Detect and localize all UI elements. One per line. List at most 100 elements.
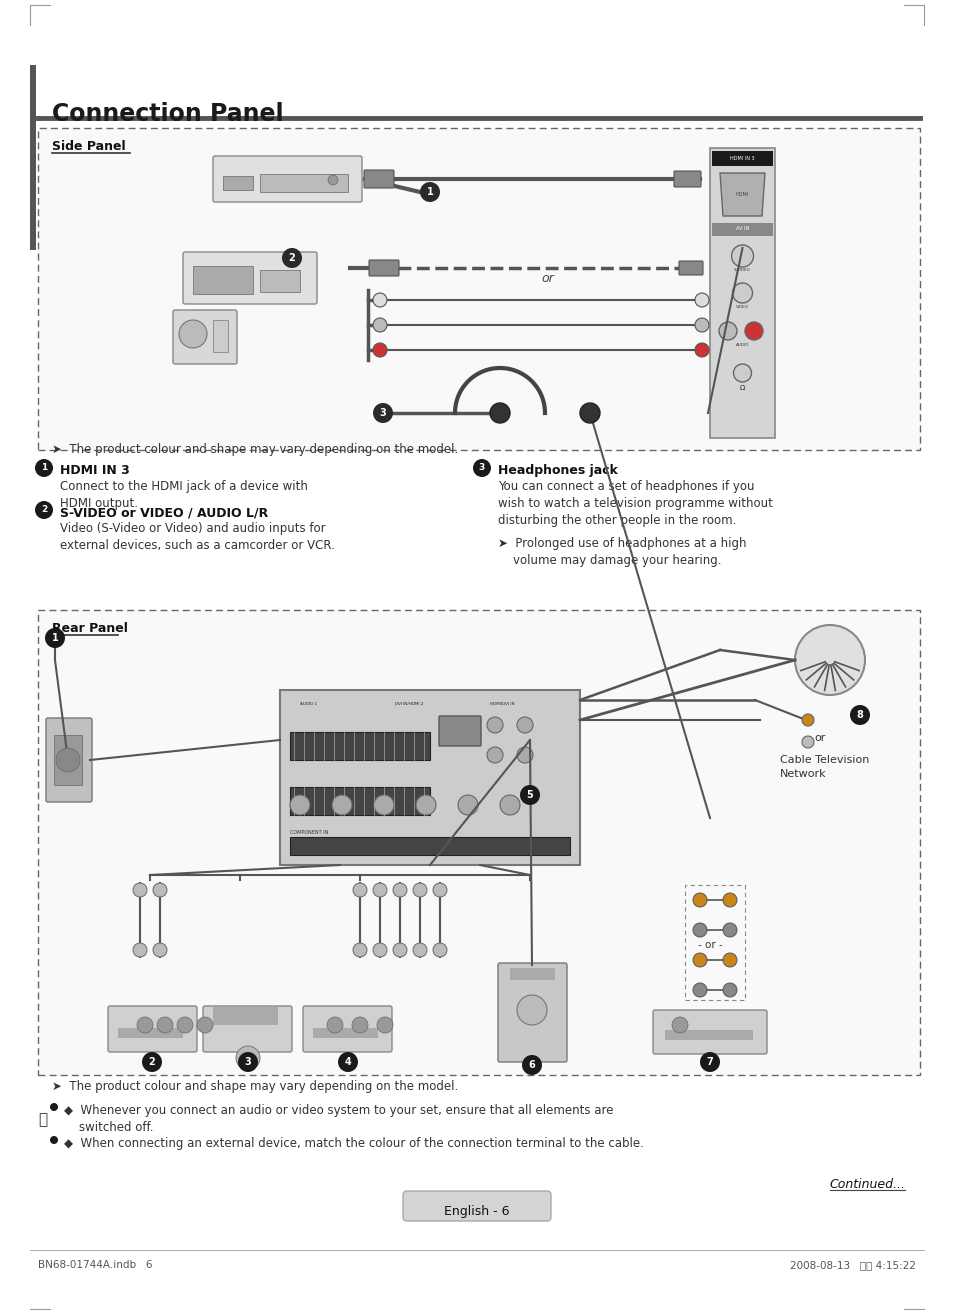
Text: You can connect a set of headphones if you
wish to watch a television programme : You can connect a set of headphones if y… [497,480,772,527]
Circle shape [457,795,477,815]
Circle shape [35,501,53,519]
FancyBboxPatch shape [673,171,700,187]
Text: S-VIDEO: S-VIDEO [733,268,750,272]
Circle shape [722,983,737,997]
Circle shape [393,883,407,897]
Text: Side Panel: Side Panel [52,141,126,152]
Circle shape [744,322,762,340]
FancyBboxPatch shape [497,963,566,1062]
Bar [260,269,299,292]
Circle shape [517,746,533,763]
Circle shape [353,883,367,897]
FancyBboxPatch shape [172,310,236,364]
Circle shape [731,244,753,267]
Circle shape [490,403,510,423]
Circle shape [353,943,367,957]
Bar [118,1028,183,1038]
Bar [280,690,579,865]
Text: English - 6: English - 6 [444,1205,509,1218]
Text: Continued...: Continued... [828,1177,904,1190]
Text: HDMI: HDMI [735,192,748,197]
Circle shape [328,175,337,185]
Text: - or -: - or - [697,940,721,950]
Text: Headphones jack: Headphones jack [497,464,618,477]
Circle shape [801,714,813,727]
Circle shape [499,795,519,815]
Text: ◆  Whenever you connect an audio or video system to your set, ensure that all el: ◆ Whenever you connect an audio or video… [64,1104,613,1134]
Text: 7: 7 [706,1056,713,1067]
Text: VIDEO: VIDEO [735,305,748,309]
Circle shape [692,953,706,967]
Circle shape [732,283,752,304]
Circle shape [177,1017,193,1033]
Circle shape [352,1017,368,1033]
Circle shape [56,748,80,773]
Text: Rear Panel: Rear Panel [52,622,128,635]
Circle shape [579,403,599,423]
FancyBboxPatch shape [679,261,702,275]
Bar [510,968,555,980]
Text: DVI IN/HDMI 2: DVI IN/HDMI 2 [395,702,423,706]
Text: BN68-01744A.indb   6: BN68-01744A.indb 6 [38,1260,152,1271]
FancyBboxPatch shape [46,717,91,802]
Circle shape [282,248,302,268]
Circle shape [473,459,491,477]
Bar [313,1028,377,1038]
Circle shape [373,318,387,332]
Circle shape [517,717,533,733]
Text: ➤  The product colour and shape may vary depending on the model.: ➤ The product colour and shape may vary … [52,1080,457,1093]
Circle shape [132,883,147,897]
Text: Cable Television: Cable Television [780,756,868,765]
Circle shape [722,922,737,937]
Circle shape [376,1017,393,1033]
Text: 8: 8 [856,710,862,720]
Bar [711,151,772,166]
Circle shape [373,943,387,957]
Bar [711,223,772,237]
FancyBboxPatch shape [203,1007,292,1053]
Text: 2: 2 [41,506,47,515]
Circle shape [695,343,708,357]
Text: 1: 1 [426,187,433,197]
Text: 1: 1 [51,633,58,643]
Circle shape [196,1017,213,1033]
Circle shape [794,625,864,695]
Text: 3: 3 [379,409,386,418]
Circle shape [433,943,447,957]
Circle shape [719,322,737,340]
Text: 4: 4 [344,1056,351,1067]
Circle shape [413,883,427,897]
Bar [290,732,430,759]
Circle shape [235,1046,260,1070]
Text: 2008-08-13   오후 4:15:22: 2008-08-13 오후 4:15:22 [789,1260,915,1271]
Text: ➤  Prolonged use of headphones at a high
    volume may damage your hearing.: ➤ Prolonged use of headphones at a high … [497,537,745,568]
Text: HDMI/DVI IN: HDMI/DVI IN [490,702,514,706]
Circle shape [179,321,207,348]
FancyBboxPatch shape [38,610,919,1075]
FancyBboxPatch shape [364,170,394,188]
Text: Ω: Ω [739,385,744,392]
Circle shape [132,943,147,957]
Text: 6: 6 [528,1060,535,1070]
Text: COMPONENT IN: COMPONENT IN [290,830,328,834]
Circle shape [849,706,869,725]
Text: 2: 2 [289,254,295,263]
Circle shape [692,894,706,907]
Text: or: or [814,733,825,742]
Circle shape [373,343,387,357]
Circle shape [142,1053,162,1072]
Text: ➤  The product colour and shape may vary depending on the model.: ➤ The product colour and shape may vary … [52,443,457,456]
Bar [213,321,228,352]
Text: 2: 2 [149,1056,155,1067]
Text: 3: 3 [244,1056,251,1067]
Circle shape [373,293,387,307]
Circle shape [416,795,436,815]
Circle shape [50,1102,58,1112]
FancyBboxPatch shape [38,127,919,449]
Circle shape [327,1017,343,1033]
FancyBboxPatch shape [303,1007,392,1053]
Text: Connect to the HDMI jack of a device with
HDMI output.: Connect to the HDMI jack of a device wit… [60,480,308,510]
Bar [290,787,430,815]
Text: or: or [541,272,554,285]
Text: Connection Panel: Connection Panel [52,102,283,126]
